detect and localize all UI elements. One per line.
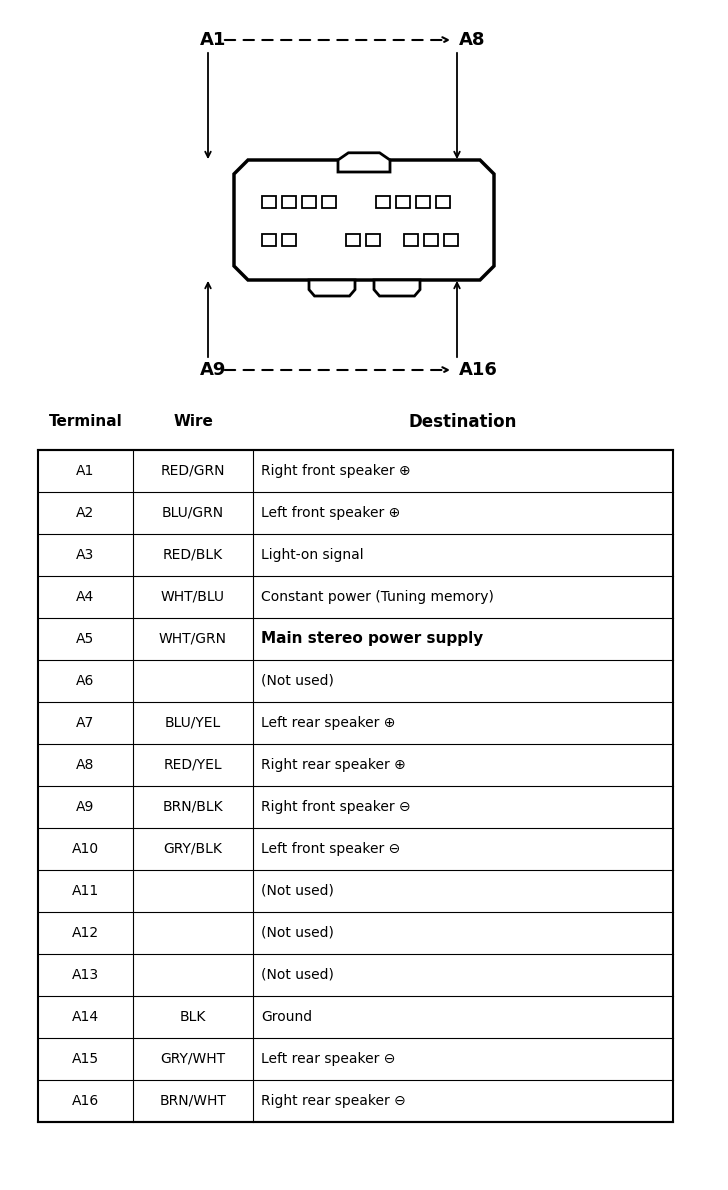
- Text: (Not used): (Not used): [261, 967, 334, 982]
- Text: A16: A16: [72, 1094, 99, 1108]
- Bar: [282, 196, 296, 208]
- Text: BRN/BLK: BRN/BLK: [162, 800, 223, 814]
- Text: A11: A11: [72, 884, 99, 898]
- Text: A8: A8: [76, 758, 95, 772]
- Text: Right front speaker ⊕: Right front speaker ⊕: [261, 464, 411, 478]
- Bar: [262, 234, 276, 246]
- Text: RED/YEL: RED/YEL: [164, 758, 222, 772]
- Text: (Not used): (Not used): [261, 926, 334, 940]
- Text: A2: A2: [76, 506, 95, 520]
- Text: A8: A8: [459, 31, 486, 49]
- Text: BLU/YEL: BLU/YEL: [165, 716, 221, 729]
- Text: BLU/GRN: BLU/GRN: [162, 506, 224, 520]
- Polygon shape: [309, 280, 355, 296]
- Text: Constant power (Tuning memory): Constant power (Tuning memory): [261, 590, 494, 605]
- Bar: [424, 234, 438, 246]
- Text: A13: A13: [72, 967, 99, 982]
- Text: Left rear speaker ⊖: Left rear speaker ⊖: [261, 1052, 395, 1066]
- Bar: [444, 234, 458, 246]
- Text: A1: A1: [200, 31, 226, 49]
- Bar: [346, 234, 360, 246]
- Text: WHT/GRN: WHT/GRN: [159, 632, 227, 646]
- Text: GRY/WHT: GRY/WHT: [160, 1052, 226, 1066]
- Text: Right rear speaker ⊖: Right rear speaker ⊖: [261, 1094, 405, 1108]
- Text: BRN/WHT: BRN/WHT: [159, 1094, 226, 1108]
- Text: Destination: Destination: [409, 413, 517, 431]
- Text: A6: A6: [76, 674, 95, 688]
- Bar: [396, 196, 410, 208]
- Text: A9: A9: [200, 361, 226, 378]
- Bar: [366, 234, 380, 246]
- Text: A7: A7: [76, 716, 95, 729]
- Text: GRY/BLK: GRY/BLK: [164, 843, 223, 856]
- Text: RED/BLK: RED/BLK: [163, 549, 223, 562]
- Text: Main stereo power supply: Main stereo power supply: [261, 632, 483, 646]
- Text: A4: A4: [76, 590, 95, 605]
- Text: Left rear speaker ⊕: Left rear speaker ⊕: [261, 716, 395, 729]
- Text: (Not used): (Not used): [261, 674, 334, 688]
- Text: A14: A14: [72, 1010, 99, 1025]
- Text: Ground: Ground: [261, 1010, 312, 1025]
- Text: (Not used): (Not used): [261, 884, 334, 898]
- Bar: [404, 234, 418, 246]
- Text: Left front speaker ⊕: Left front speaker ⊕: [261, 506, 400, 520]
- Text: A10: A10: [72, 843, 99, 856]
- Text: Light-on signal: Light-on signal: [261, 549, 363, 562]
- Text: A16: A16: [459, 361, 498, 378]
- Text: Right front speaker ⊖: Right front speaker ⊖: [261, 800, 411, 814]
- Bar: [376, 196, 390, 208]
- Bar: [302, 196, 316, 208]
- Text: A1: A1: [76, 464, 95, 478]
- Text: Left front speaker ⊖: Left front speaker ⊖: [261, 843, 400, 856]
- Text: Right rear speaker ⊕: Right rear speaker ⊕: [261, 758, 405, 772]
- Text: Terminal: Terminal: [49, 414, 122, 430]
- Text: A15: A15: [72, 1052, 99, 1066]
- Text: Wire: Wire: [173, 414, 213, 430]
- Text: A5: A5: [76, 632, 95, 646]
- Text: RED/GRN: RED/GRN: [161, 464, 225, 478]
- Bar: [322, 196, 336, 208]
- Text: A9: A9: [76, 800, 95, 814]
- Bar: [282, 234, 296, 246]
- Text: WHT/BLU: WHT/BLU: [161, 590, 225, 605]
- Text: BLK: BLK: [180, 1010, 206, 1025]
- Polygon shape: [374, 280, 420, 296]
- Text: A12: A12: [72, 926, 99, 940]
- Polygon shape: [338, 152, 390, 173]
- Bar: [262, 196, 276, 208]
- Bar: [38, 450, 673, 1122]
- Text: A3: A3: [76, 549, 95, 562]
- Bar: [436, 196, 450, 208]
- Bar: [416, 196, 430, 208]
- Polygon shape: [234, 159, 494, 280]
